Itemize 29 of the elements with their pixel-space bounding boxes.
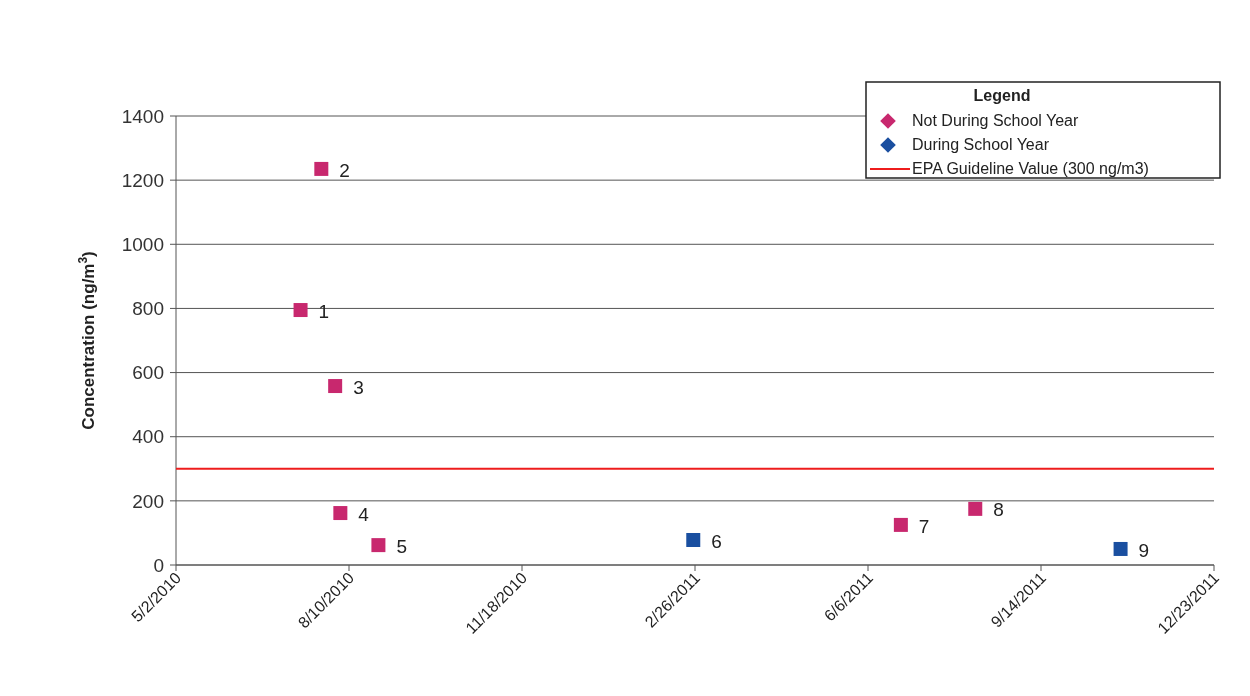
point xyxy=(314,161,329,176)
point xyxy=(333,506,348,521)
y-tick-label: 0 xyxy=(153,554,164,576)
annotation: 5 xyxy=(396,535,407,557)
legend-title: Legend xyxy=(973,87,1031,104)
point xyxy=(893,517,908,532)
point xyxy=(328,379,343,394)
point xyxy=(293,303,308,318)
point xyxy=(371,538,386,553)
y-tick-label: 1200 xyxy=(121,169,164,191)
annotation: 6 xyxy=(711,530,722,552)
legend-label: EPA Guideline Value (300 ng/m3) xyxy=(912,160,1149,177)
annotation: 3 xyxy=(353,376,364,398)
annotation: 4 xyxy=(358,503,370,525)
point xyxy=(968,501,983,516)
legend-label: Not During School Year xyxy=(912,112,1079,129)
annotation: 2 xyxy=(339,159,350,181)
point xyxy=(1113,541,1128,556)
y-tick-label: 600 xyxy=(132,362,164,384)
legend-label: During School Year xyxy=(912,136,1050,153)
annotation: 8 xyxy=(993,499,1004,521)
y-tick-label: 800 xyxy=(132,298,164,320)
y-tick-label: 400 xyxy=(132,426,164,448)
y-tick-label: 1400 xyxy=(121,105,164,127)
y-tick-label: 200 xyxy=(132,490,164,512)
y-tick-label: 1000 xyxy=(121,233,164,255)
annotation: 7 xyxy=(918,515,930,537)
point xyxy=(686,532,701,547)
annotation: 9 xyxy=(1138,539,1150,561)
